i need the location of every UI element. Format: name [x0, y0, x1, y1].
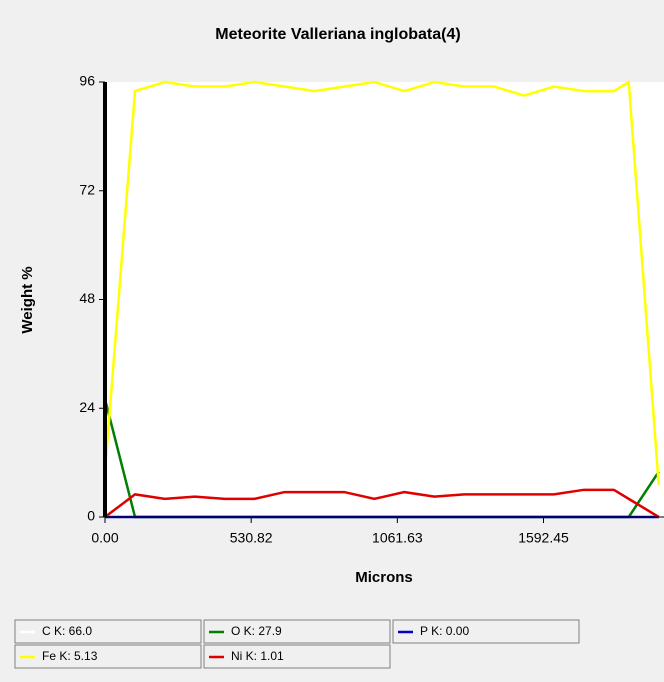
y-tick-label: 96 [79, 73, 95, 89]
legend-box [203, 644, 391, 669]
legend-box [392, 619, 580, 644]
legend-label: Ni K: 1.01 [231, 649, 284, 663]
legend-box [14, 619, 202, 644]
legend-label: P K: 0.00 [420, 624, 469, 638]
legend-box [14, 644, 202, 669]
y-tick-label: 72 [79, 181, 95, 197]
x-tick-label: 1592.45 [518, 530, 569, 546]
legend-label: O K: 27.9 [231, 624, 282, 638]
x-tick-label: 0.00 [91, 530, 118, 546]
y-tick-label: 48 [79, 290, 95, 306]
plot-area [105, 82, 664, 517]
chart-title: Meteorite Valleriana inglobata(4) [215, 26, 460, 43]
y-axis-label: Weight % [19, 266, 36, 333]
x-tick-label: 1061.63 [372, 530, 423, 546]
legend-label: C K: 66.0 [42, 624, 92, 638]
y-tick-label: 24 [79, 399, 95, 415]
x-tick-label: 530.82 [230, 530, 273, 546]
legend-label: Fe K: 5.13 [42, 649, 98, 663]
series-line [105, 488, 660, 519]
series-line [105, 79, 661, 486]
legend-box [203, 619, 391, 644]
y-tick-label: 0 [87, 508, 95, 524]
x-axis-label: Microns [355, 569, 413, 586]
